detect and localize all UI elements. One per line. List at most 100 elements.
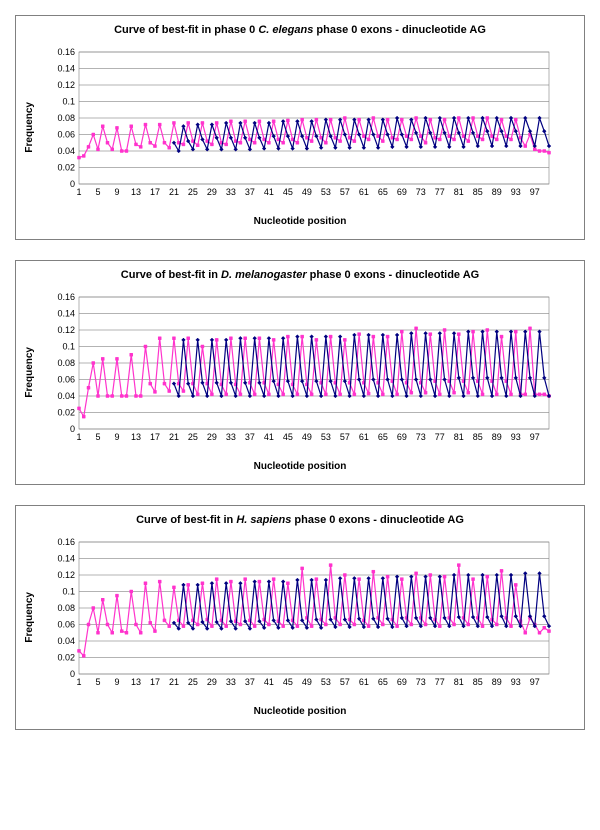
series-marker-observed bbox=[353, 623, 356, 626]
series-marker-observed bbox=[438, 393, 441, 396]
series-marker-observed bbox=[134, 623, 137, 626]
series-marker-observed bbox=[144, 345, 147, 348]
series-marker-observed bbox=[182, 143, 185, 146]
series-marker-observed bbox=[400, 118, 403, 121]
series-marker-observed bbox=[548, 151, 551, 154]
series-marker-observed bbox=[467, 140, 470, 143]
x-tick-label: 9 bbox=[114, 187, 119, 197]
series-marker-observed bbox=[353, 393, 356, 396]
series-marker-observed bbox=[457, 333, 460, 336]
series-marker-observed bbox=[101, 125, 104, 128]
series-marker-observed bbox=[225, 625, 228, 628]
series-marker-observed bbox=[130, 590, 133, 593]
series-marker-observed bbox=[495, 393, 498, 396]
x-tick-label: 17 bbox=[150, 432, 160, 442]
x-tick-label: 33 bbox=[226, 432, 236, 442]
title-prefix: Curve of best-fit in bbox=[121, 269, 221, 281]
series-marker-observed bbox=[467, 623, 470, 626]
series-marker-observed bbox=[210, 143, 213, 146]
x-tick-label: 25 bbox=[188, 677, 198, 687]
series-marker-observed bbox=[115, 126, 118, 129]
title-prefix: Curve of best-fit in bbox=[136, 514, 236, 526]
series-marker-observed bbox=[244, 120, 247, 123]
x-tick-label: 97 bbox=[530, 432, 540, 442]
y-axis-label: Frequency bbox=[24, 347, 35, 398]
series-marker-observed bbox=[168, 390, 171, 393]
y-tick-label: 0.16 bbox=[57, 47, 75, 57]
series-marker-observed bbox=[429, 118, 432, 121]
series-marker-observed bbox=[495, 138, 498, 141]
series-marker-observed bbox=[125, 150, 128, 153]
series-marker-observed bbox=[78, 649, 81, 652]
series-marker-observed bbox=[481, 138, 484, 141]
series-marker-observed bbox=[372, 570, 375, 573]
y-tick-label: 0.02 bbox=[57, 163, 75, 173]
series-marker-observed bbox=[339, 623, 342, 626]
x-tick-label: 37 bbox=[245, 677, 255, 687]
series-marker-observed bbox=[486, 575, 489, 578]
x-tick-label: 61 bbox=[359, 187, 369, 197]
series-marker-observed bbox=[324, 623, 327, 626]
series-marker-observed bbox=[315, 338, 318, 341]
y-tick-label: 0.1 bbox=[62, 587, 75, 597]
x-tick-label: 1 bbox=[76, 187, 81, 197]
series-marker-observed bbox=[343, 574, 346, 577]
x-tick-label: 45 bbox=[283, 677, 293, 687]
x-tick-label: 93 bbox=[511, 187, 521, 197]
series-marker-observed bbox=[339, 393, 342, 396]
title-species: H. sapiens bbox=[236, 514, 291, 526]
title-suffix: phase 0 exons - dinucleotide AG bbox=[307, 269, 480, 281]
x-tick-label: 65 bbox=[378, 187, 388, 197]
series-marker-observed bbox=[130, 353, 133, 356]
series-marker-observed bbox=[172, 121, 175, 124]
series-marker-observed bbox=[125, 395, 128, 398]
x-tick-label: 57 bbox=[340, 187, 350, 197]
x-tick-label: 85 bbox=[473, 187, 483, 197]
chart-svg: 00.020.040.060.080.10.120.140.1615913172… bbox=[39, 532, 559, 702]
chart-panel-1: Curve of best-fit in D. melanogaster pha… bbox=[15, 260, 585, 485]
title-species: D. melanogaster bbox=[221, 269, 307, 281]
x-tick-label: 17 bbox=[150, 187, 160, 197]
series-marker-observed bbox=[153, 390, 156, 393]
series-marker-observed bbox=[158, 337, 161, 340]
x-tick-label: 89 bbox=[492, 677, 502, 687]
y-tick-label: 0.12 bbox=[57, 570, 75, 580]
series-marker-observed bbox=[400, 578, 403, 581]
series-marker-observed bbox=[225, 393, 228, 396]
series-marker-observed bbox=[92, 133, 95, 136]
x-tick-label: 69 bbox=[397, 187, 407, 197]
series-marker-observed bbox=[481, 625, 484, 628]
series-marker-observed bbox=[239, 141, 242, 144]
series-marker-observed bbox=[301, 335, 304, 338]
series-marker-observed bbox=[158, 123, 161, 126]
series-marker-observed bbox=[443, 118, 446, 121]
series-marker-observed bbox=[153, 145, 156, 148]
x-tick-label: 49 bbox=[302, 432, 312, 442]
chart-title: Curve of best-fit in phase 0 C. elegans … bbox=[24, 24, 576, 36]
x-tick-label: 13 bbox=[131, 677, 141, 687]
series-marker-observed bbox=[168, 625, 171, 628]
y-tick-label: 0.02 bbox=[57, 408, 75, 418]
series-marker-observed bbox=[258, 580, 261, 583]
x-tick-label: 5 bbox=[95, 677, 100, 687]
series-marker-observed bbox=[310, 140, 313, 143]
x-tick-label: 5 bbox=[95, 432, 100, 442]
series-marker-observed bbox=[253, 625, 256, 628]
y-tick-label: 0.14 bbox=[57, 309, 75, 319]
series-marker-observed bbox=[130, 125, 133, 128]
x-tick-label: 61 bbox=[359, 432, 369, 442]
y-tick-label: 0.08 bbox=[57, 603, 75, 613]
series-marker-observed bbox=[120, 395, 123, 398]
series-marker-observed bbox=[96, 395, 99, 398]
series-marker-observed bbox=[453, 391, 456, 394]
series-marker-observed bbox=[362, 135, 365, 138]
x-tick-label: 97 bbox=[530, 677, 540, 687]
x-tick-label: 93 bbox=[511, 677, 521, 687]
series-marker-observed bbox=[149, 141, 152, 144]
series-marker-observed bbox=[225, 143, 228, 146]
x-tick-label: 33 bbox=[226, 677, 236, 687]
series-marker-observed bbox=[386, 575, 389, 578]
y-tick-label: 0.1 bbox=[62, 342, 75, 352]
x-axis-label: Nucleotide position bbox=[24, 461, 576, 472]
series-marker-observed bbox=[324, 393, 327, 396]
